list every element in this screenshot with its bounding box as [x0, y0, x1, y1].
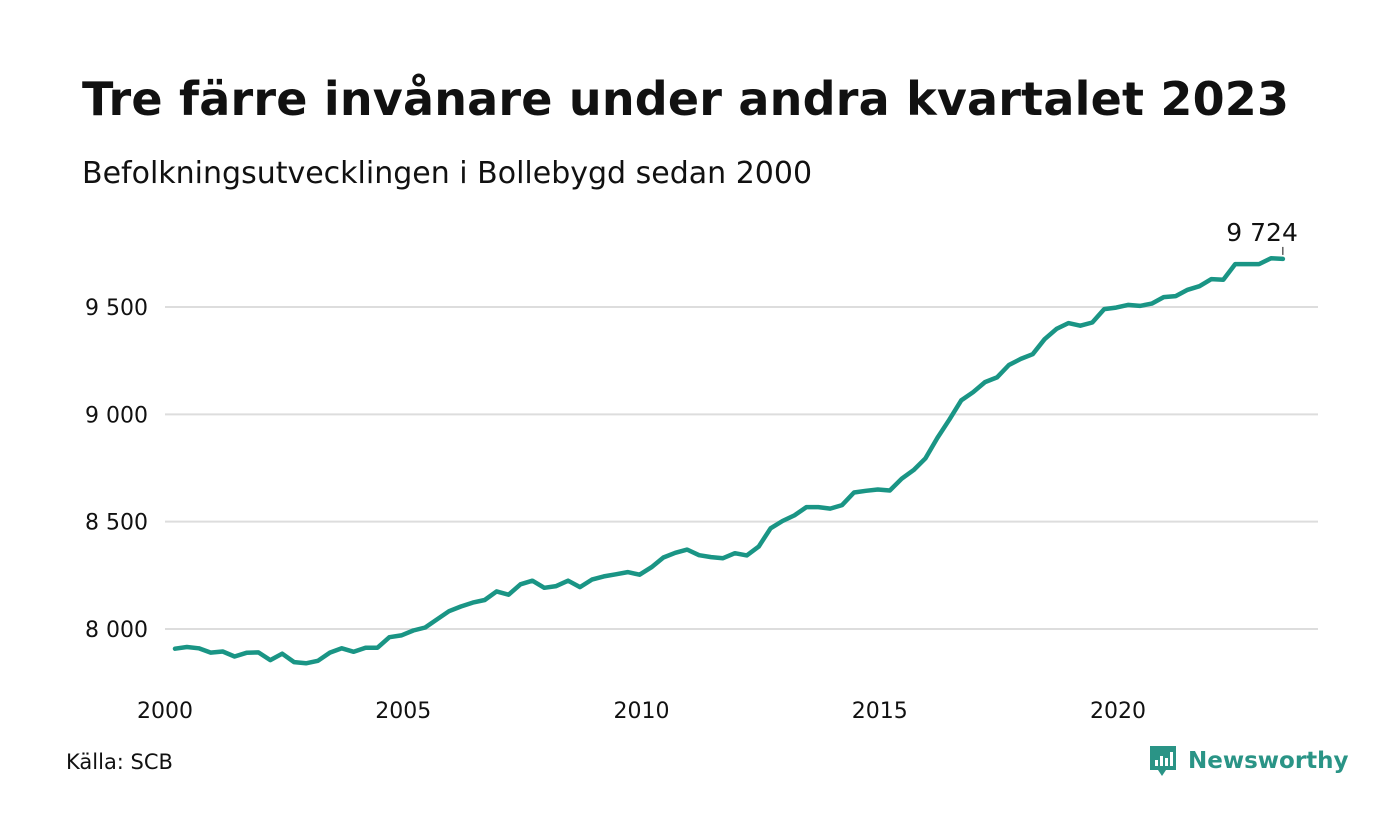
population-line [172, 256, 1286, 666]
newsworthy-logo-icon [1150, 746, 1176, 776]
y-tick-label: 9 000 [85, 403, 148, 428]
y-tick-label: 8 500 [85, 511, 148, 536]
x-axis-ticks: 2000 2005 2010 2015 2020 [137, 699, 1146, 724]
end-value-label: 9 724 [1226, 218, 1298, 247]
x-tick-label: 2015 [852, 699, 908, 724]
chart-title: Tre färre invånare under andra kvartalet… [82, 72, 1290, 126]
line-chart: 8 000 8 500 9 000 9 500 2000 2005 2010 2015 202… [85, 218, 1318, 724]
x-tick-label: 2020 [1090, 699, 1146, 724]
x-tick-label: 2000 [137, 699, 193, 724]
y-tick-label: 8 000 [85, 618, 148, 643]
brand-name: Newsworthy [1188, 748, 1349, 774]
chart-subtitle: Befolkningsutvecklingen i Bollebygd seda… [82, 156, 813, 191]
x-tick-label: 2010 [614, 699, 670, 724]
y-tick-label: 9 500 [85, 296, 148, 321]
gridlines [165, 306, 1318, 630]
source-note: Källa: SCB [66, 750, 173, 774]
brand: Newsworthy [1148, 744, 1349, 778]
y-axis-ticks: 8 000 8 500 9 000 9 500 [85, 296, 148, 643]
x-tick-label: 2005 [375, 699, 431, 724]
